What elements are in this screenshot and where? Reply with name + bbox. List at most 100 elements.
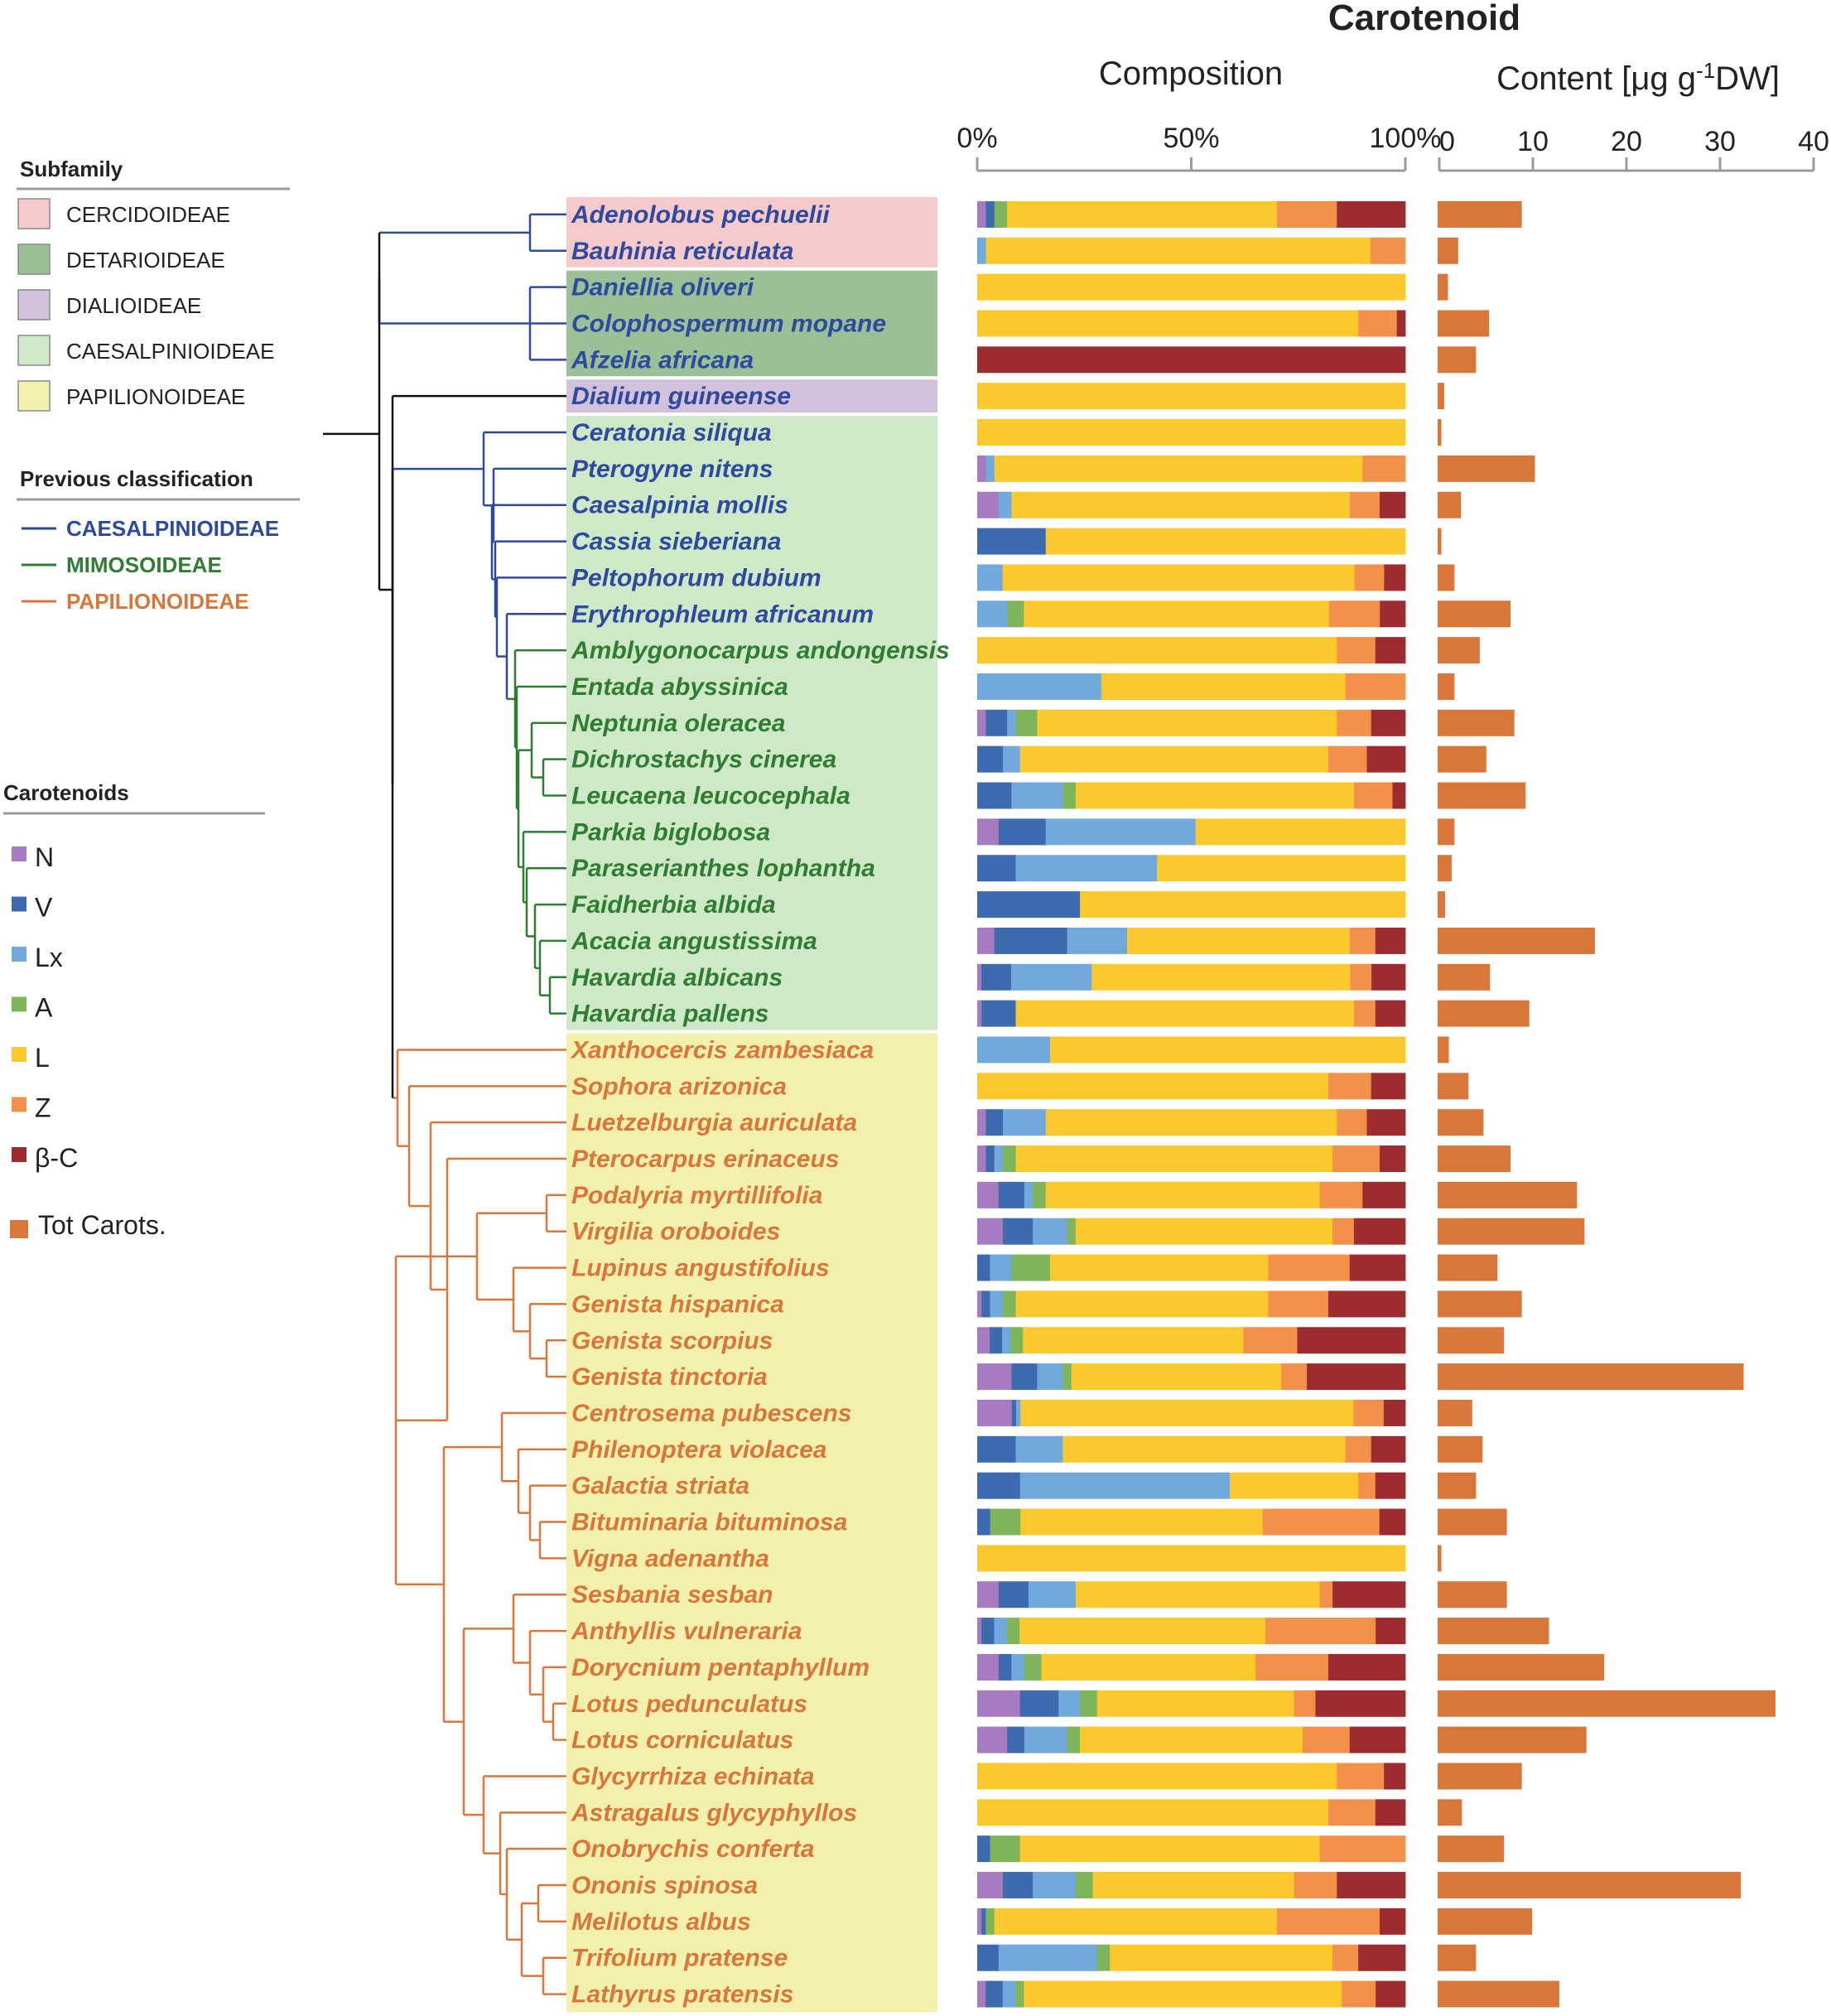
segment-z bbox=[1345, 673, 1406, 700]
species-label-centrosema-pubescens: Centrosema pubescens bbox=[571, 1400, 851, 1427]
composition-bar-lathyrus-pratensis bbox=[977, 1980, 1406, 2008]
segment-z bbox=[1358, 1472, 1376, 1499]
content-bar-faidherbia-albida bbox=[1438, 891, 1446, 919]
content-bar-centrosema-pubescens bbox=[1438, 1399, 1472, 1426]
segment-a bbox=[1006, 600, 1024, 628]
composition-bar-adenolobus-pechuelii bbox=[977, 200, 1406, 228]
subfamily-label-cercidoideae: CERCIDOIDEAE bbox=[66, 202, 230, 227]
content-bar-erythrophleum-africanum bbox=[1438, 600, 1511, 628]
composition-bar-lupinus-angustifolius bbox=[977, 1254, 1406, 1281]
composition-bar-neptunia-oleracea bbox=[977, 709, 1406, 736]
segment-z bbox=[1328, 600, 1380, 628]
segment-n bbox=[977, 1653, 1000, 1681]
segment-beta-c bbox=[1337, 200, 1406, 228]
segment-v bbox=[990, 1327, 1003, 1354]
species-label-glycyrrhiza-echinata: Glycyrrhiza echinata bbox=[571, 1763, 814, 1790]
segment-v bbox=[1007, 1726, 1025, 1753]
subfamily-block-cercidoideae bbox=[566, 197, 937, 268]
segment-l bbox=[1071, 1363, 1282, 1391]
segment-l bbox=[985, 237, 1371, 264]
segment-beta-c bbox=[1375, 637, 1406, 664]
composition-bar-pterocarpus-erinaceus bbox=[977, 1145, 1406, 1173]
segment-a bbox=[1067, 1218, 1077, 1245]
composition-bar-astragalus-glycyphyllos bbox=[977, 1799, 1406, 1826]
species-label-sophora-arizonica: Sophora arizonica bbox=[571, 1073, 787, 1100]
subfamily-swatch-dialioideae bbox=[17, 289, 51, 321]
segment-lx bbox=[990, 1290, 1004, 1318]
segment-beta-c bbox=[1375, 1799, 1406, 1826]
segment-lx bbox=[1003, 1109, 1047, 1136]
segment-l bbox=[1062, 1435, 1347, 1463]
segment-n bbox=[977, 709, 986, 736]
composition-tick-label-0: 0% bbox=[956, 123, 997, 154]
segment-n bbox=[977, 1218, 1004, 1245]
segment-n bbox=[977, 1290, 982, 1318]
segment-lx bbox=[977, 564, 1004, 591]
segment-l bbox=[977, 1545, 1406, 1572]
segment-beta-c bbox=[1376, 1980, 1406, 2008]
segment-a bbox=[1003, 1290, 1016, 1318]
species-label-dorycnium-pentaphyllum: Dorycnium pentaphyllum bbox=[571, 1654, 870, 1681]
segment-l bbox=[1020, 1399, 1354, 1426]
segment-z bbox=[1327, 745, 1367, 773]
segment-z bbox=[1265, 1618, 1376, 1645]
segment-beta-c bbox=[1396, 310, 1406, 337]
species-label-philenoptera-violacea: Philenoptera violacea bbox=[571, 1436, 826, 1464]
segment-beta-c bbox=[1379, 1508, 1406, 1536]
segment-beta-c bbox=[1349, 1726, 1406, 1753]
segment-a bbox=[1075, 1872, 1093, 1899]
species-label-lathyrus-pratensis: Lathyrus pratensis bbox=[571, 1981, 793, 2009]
composition-bar-pterogyne-nitens bbox=[977, 455, 1406, 482]
segment-v bbox=[977, 1254, 990, 1281]
segment-lx bbox=[994, 1618, 1008, 1645]
subfamily-block-papilionoideae bbox=[566, 1033, 937, 2013]
species-label-anthyllis-vulneraria: Anthyllis vulneraria bbox=[571, 1618, 802, 1645]
segment-z bbox=[1332, 1944, 1359, 1971]
carotenoid-swatch-beta-c bbox=[12, 1147, 27, 1162]
composition-bar-vigna-adenantha bbox=[977, 1545, 1406, 1572]
content-bar-cassia-sieberiana bbox=[1438, 528, 1442, 555]
segment-lx bbox=[1015, 855, 1158, 882]
segment-l bbox=[1015, 1145, 1333, 1173]
segment-z bbox=[1327, 1073, 1372, 1100]
segment-l bbox=[1015, 1290, 1269, 1318]
subfamily-label-detarioideae: DETARIOIDEAE bbox=[66, 248, 225, 272]
composition-bar-lotus-corniculatus bbox=[977, 1726, 1406, 1753]
segment-z bbox=[1354, 564, 1385, 591]
species-label-ceratonia-siliqua: Ceratonia siliqua bbox=[571, 419, 772, 446]
segment-beta-c bbox=[1379, 491, 1406, 518]
composition-bar-peltophorum-dubium bbox=[977, 564, 1406, 591]
segment-a bbox=[1080, 1690, 1098, 1717]
segment-lx bbox=[1002, 1980, 1016, 2008]
composition-bar-virgilia-oroboides bbox=[977, 1218, 1406, 1245]
classification-legend: Previous classification CAESALPINIOIDEAE… bbox=[17, 466, 300, 614]
segment-z bbox=[1255, 1653, 1329, 1681]
content-bar-luetzelburgia-auriculata bbox=[1438, 1109, 1484, 1136]
segment-beta-c bbox=[1366, 745, 1406, 773]
segment-lx bbox=[1024, 1726, 1067, 1753]
carotenoid-swatch-n bbox=[12, 846, 27, 861]
content-bar-leucaena-leucocephala bbox=[1438, 782, 1526, 809]
composition-bar-havardia-albicans bbox=[977, 963, 1406, 991]
segment-beta-c bbox=[1297, 1327, 1406, 1354]
segment-lx bbox=[1016, 1399, 1021, 1426]
segment-v bbox=[985, 709, 1008, 736]
species-label-ononis-spinosa: Ononis spinosa bbox=[571, 1872, 758, 1899]
subfamily-legend-items: CERCIDOIDEAE DETARIOIDEAE DIALIOIDEAE CAESA… bbox=[17, 198, 274, 412]
segment-lx bbox=[1029, 1581, 1077, 1608]
segment-z bbox=[1302, 1726, 1351, 1753]
subfamily-swatch-papilionoideae bbox=[17, 380, 51, 412]
species-label-genista-tinctoria: Genista tinctoria bbox=[571, 1363, 768, 1391]
segment-lx bbox=[1002, 1327, 1011, 1354]
segment-l bbox=[1024, 600, 1330, 628]
segment-n bbox=[977, 1907, 982, 1935]
content-bar-pterogyne-nitens bbox=[1438, 455, 1535, 482]
segment-beta-c bbox=[1375, 927, 1406, 954]
segment-l bbox=[1015, 1000, 1355, 1027]
segment-n bbox=[977, 818, 1000, 846]
segment-l bbox=[1019, 745, 1329, 773]
species-label-peltophorum-dubium: Peltophorum dubium bbox=[571, 564, 822, 591]
segment-v bbox=[977, 1835, 990, 1863]
species-label-faidherbia-albida: Faidherbia albida bbox=[571, 891, 776, 919]
segment-l bbox=[1019, 1835, 1320, 1863]
